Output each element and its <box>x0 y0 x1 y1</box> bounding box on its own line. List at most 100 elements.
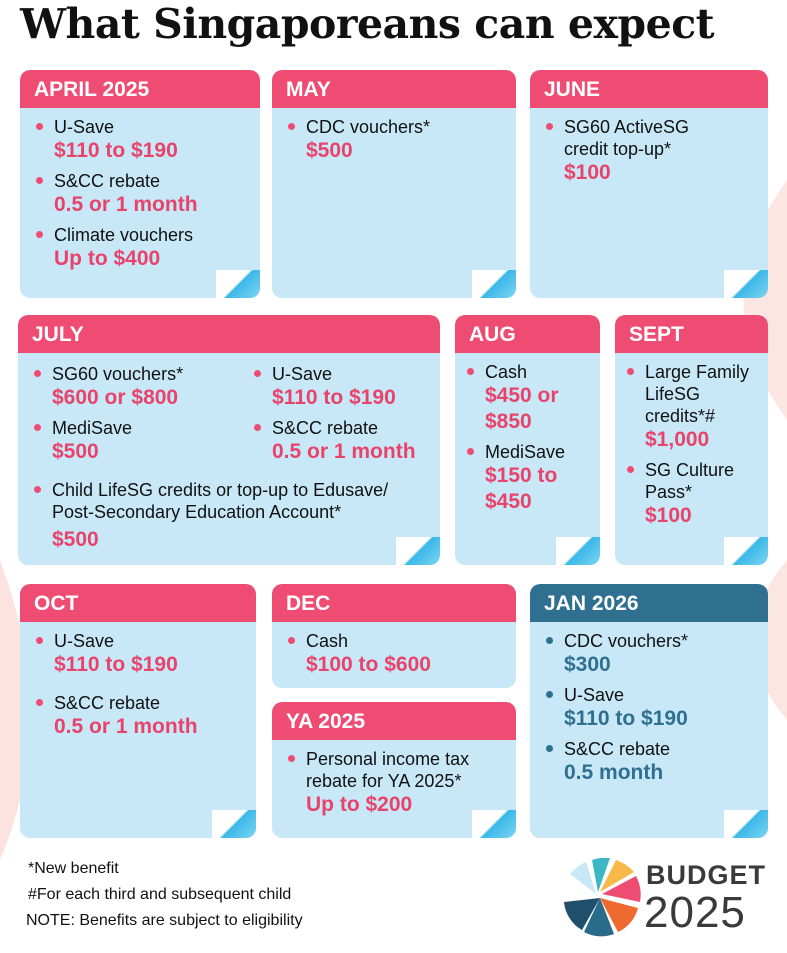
benefit-value: $1,000 <box>645 428 710 451</box>
benefit-label: U-Save <box>54 117 115 137</box>
benefit-value: Up to $200 <box>306 793 413 816</box>
logo-text-budget: BUDGET <box>646 860 766 890</box>
card-april: APRIL 2025 U-Save $110 to $190 S&CC reba… <box>20 70 260 298</box>
list-item: U-Save $110 to $190 <box>254 363 434 411</box>
benefit-label: SG60 ActiveSG credit top-up* <box>564 117 690 159</box>
footnotes: *New benefit #For each third and subsequ… <box>26 856 303 934</box>
list-item: SG Culture Pass* $100 <box>627 459 763 529</box>
benefit-label: Climate vouchers <box>54 225 194 245</box>
benefit-label: Large Family LifeSG credits*# <box>645 362 750 426</box>
benefit-value: $100 <box>564 161 611 184</box>
benefit-label: CDC vouchers* <box>306 117 431 137</box>
logo-text-year: 2025 <box>644 888 746 937</box>
card-heading: MAY <box>272 70 516 108</box>
list-item: S&CC rebate 0.5 or 1 month <box>254 417 434 465</box>
benefit-value: 0.5 or 1 month <box>272 440 416 463</box>
card-heading: AUG <box>455 315 600 353</box>
benefit-label: S&CC rebate <box>54 693 161 713</box>
page-fold <box>216 270 260 298</box>
benefit-value: $500 <box>306 139 353 162</box>
list-item: Child LifeSG credits or top-up to Edusav… <box>34 479 406 553</box>
list-item: U-Save $110 to $190 <box>546 684 760 732</box>
benefit-value: Up to $400 <box>54 247 161 270</box>
benefit-label: S&CC rebate <box>272 418 379 438</box>
benefit-value: $110 to $190 <box>564 707 688 730</box>
list-item: Climate vouchers Up to $400 <box>36 224 252 272</box>
list-item: U-Save $110 to $190 <box>36 630 248 678</box>
list-item: Personal income tax rebate for YA 2025* … <box>288 748 488 818</box>
benefit-label: Cash <box>485 362 528 382</box>
benefit-label: CDC vouchers* <box>564 631 689 651</box>
benefit-value: $500 <box>52 440 99 463</box>
benefit-label: MediSave <box>485 442 566 462</box>
page-fold <box>472 810 516 838</box>
benefit-label: S&CC rebate <box>54 171 161 191</box>
card-heading: YA 2025 <box>272 702 516 740</box>
benefit-value: $500 <box>52 528 99 551</box>
benefit-value: $110 to $190 <box>272 386 396 409</box>
card-heading: JAN 2026 <box>530 584 768 622</box>
list-item: Large Family LifeSG credits*# $1,000 <box>627 361 763 453</box>
list-item: CDC vouchers* $300 <box>546 630 760 678</box>
card-heading: JULY <box>18 315 440 353</box>
page-title: What Singaporeans can expect <box>20 0 715 48</box>
footnote-each-child: #For each third and subsequent child <box>28 886 292 903</box>
list-item: MediSave $500 <box>34 417 244 465</box>
card-sept: SEPT Large Family LifeSG credits*# $1,00… <box>615 315 768 565</box>
card-aug: AUG Cash $450 or $850 MediSave $150 to $… <box>455 315 600 565</box>
card-oct: OCT U-Save $110 to $190 S&CC rebate 0.5 … <box>20 584 256 838</box>
page-fold <box>724 270 768 298</box>
list-item: SG60 ActiveSG credit top-up* $100 <box>546 116 706 186</box>
benefit-label: MediSave <box>52 418 133 438</box>
card-june: JUNE SG60 ActiveSG credit top-up* $100 <box>530 70 768 298</box>
card-july: JULY SG60 vouchers* $600 or $800 MediSav… <box>18 315 440 565</box>
benefit-label: U-Save <box>272 364 333 384</box>
page-fold <box>212 810 256 838</box>
card-heading: DEC <box>272 584 516 622</box>
list-item: SG60 vouchers* $600 or $800 <box>34 363 244 411</box>
footnote-new-benefit: *New benefit <box>28 860 119 877</box>
card-heading: JUNE <box>530 70 768 108</box>
card-jan-2026: JAN 2026 CDC vouchers* $300 U-Save $110 … <box>530 584 768 838</box>
benefit-value: $100 to $600 <box>306 653 431 676</box>
page-fold <box>556 537 600 565</box>
card-dec: DEC Cash $100 to $600 <box>272 584 516 688</box>
budget-logo-icon <box>564 858 641 937</box>
page-fold <box>472 270 516 298</box>
benefit-value: $450 or $850 <box>485 384 559 433</box>
benefit-label: U-Save <box>564 685 625 705</box>
list-item: Cash $100 to $600 <box>288 630 508 678</box>
page-fold <box>724 537 768 565</box>
card-ya-2025: YA 2025 Personal income tax rebate for Y… <box>272 702 516 838</box>
benefit-label: SG Culture Pass* <box>645 460 735 502</box>
benefit-label: SG60 vouchers* <box>52 364 184 384</box>
benefit-label: Child LifeSG credits or top-up to Edusav… <box>52 480 389 522</box>
benefit-label: S&CC rebate <box>564 739 671 759</box>
list-item: S&CC rebate 0.5 month <box>546 738 760 786</box>
benefit-value: 0.5 or 1 month <box>54 193 198 216</box>
benefit-value: $100 <box>645 504 692 527</box>
list-item: CDC vouchers* $500 <box>288 116 508 164</box>
list-item: MediSave $150 to $450 <box>467 441 577 515</box>
page-fold <box>724 810 768 838</box>
benefit-label: U-Save <box>54 631 115 651</box>
page-fold <box>396 537 440 565</box>
footnote-eligibility: NOTE: Benefits are subject to eligibilit… <box>26 912 303 929</box>
benefit-value: $300 <box>564 653 611 676</box>
benefit-value: $110 to $190 <box>54 139 178 162</box>
card-may: MAY CDC vouchers* $500 <box>272 70 516 298</box>
card-heading: SEPT <box>615 315 768 353</box>
benefit-label: Cash <box>306 631 349 651</box>
list-item: S&CC rebate 0.5 or 1 month <box>36 170 252 218</box>
list-item: Cash $450 or $850 <box>467 361 577 435</box>
benefit-value: $600 or $800 <box>52 386 179 409</box>
card-heading: APRIL 2025 <box>20 70 260 108</box>
benefit-value: 0.5 or 1 month <box>54 715 198 738</box>
list-item: S&CC rebate 0.5 or 1 month <box>36 692 248 740</box>
benefit-value: 0.5 month <box>564 761 664 784</box>
benefit-value: $150 to $450 <box>485 464 558 513</box>
benefit-label: Personal income tax rebate for YA 2025* <box>306 749 470 791</box>
card-heading: OCT <box>20 584 256 622</box>
benefit-value: $110 to $190 <box>54 653 178 676</box>
list-item: U-Save $110 to $190 <box>36 116 252 164</box>
